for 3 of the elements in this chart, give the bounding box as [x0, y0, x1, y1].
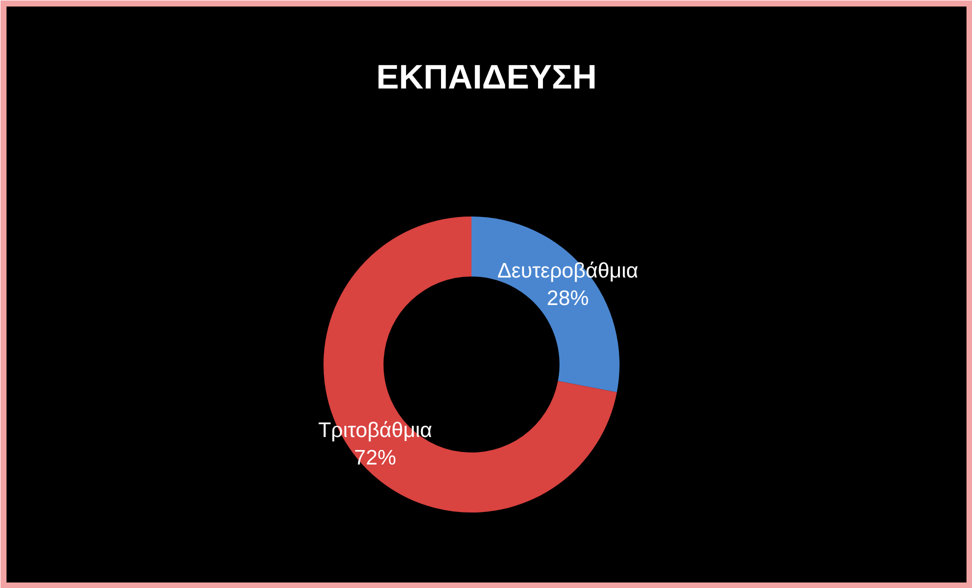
- data-label: 72%: [354, 446, 396, 470]
- data-label: 28%: [546, 287, 589, 310]
- chart-title: ΕΚΠΑΙΔΕΥΣΗ: [376, 58, 597, 96]
